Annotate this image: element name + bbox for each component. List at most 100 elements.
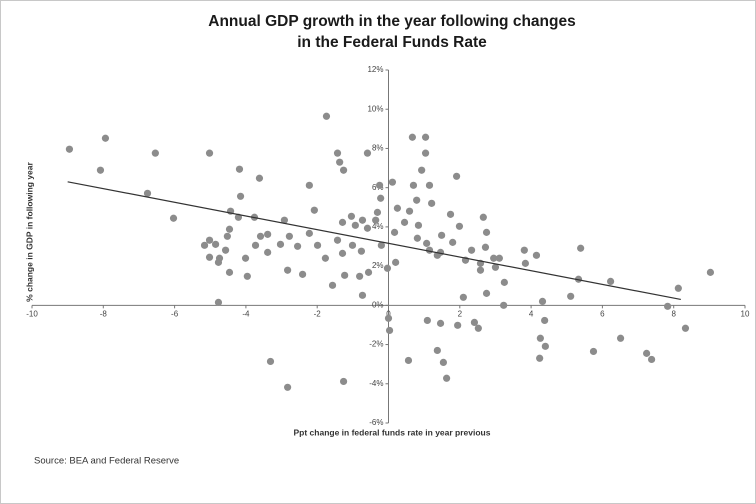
scatter-point: [390, 228, 399, 236]
scatter-point: [351, 221, 359, 229]
scatter-point: [280, 216, 289, 224]
scatter-point: [436, 319, 445, 327]
scatter-point: [321, 254, 329, 262]
scatter-point: [143, 189, 152, 197]
y-tick-label: -6%: [369, 418, 383, 427]
scatter-point: [647, 355, 656, 364]
scatter-point: [500, 278, 508, 286]
scatter-point: [674, 284, 682, 292]
scatter-point: [521, 259, 529, 267]
x-tick-label: -4: [242, 309, 250, 318]
scatter-point: [404, 356, 413, 365]
scatter-point: [264, 248, 272, 256]
scatter-point: [101, 134, 110, 142]
scatter-point: [221, 246, 230, 254]
scatter-point: [205, 149, 214, 157]
scatter-point: [413, 196, 421, 204]
scatter-point: [205, 236, 214, 244]
scatter-point: [589, 347, 598, 356]
scatter-point: [223, 232, 231, 240]
scatter-point: [363, 149, 372, 157]
scatter-point: [423, 316, 431, 325]
scatter-point: [418, 166, 426, 174]
scatter-point: [449, 238, 457, 246]
scatter-point: [328, 281, 337, 289]
x-tick-label: 0: [386, 309, 391, 318]
y-axis-label: % change in GDP in following year: [24, 161, 34, 301]
scatter-point: [479, 213, 487, 221]
scatter-point: [439, 358, 448, 367]
scatter-point: [405, 207, 414, 215]
y-tick-label: 2%: [372, 261, 384, 270]
scatter-point: [490, 254, 498, 262]
x-tick-label: -6: [171, 309, 179, 318]
scatter-point: [643, 349, 651, 357]
scatter-point: [358, 216, 367, 224]
scatter-point: [357, 247, 366, 255]
scatter-point: [541, 342, 549, 350]
scatter-point: [151, 149, 159, 157]
scatter-point: [339, 166, 348, 174]
scatter-point: [298, 270, 307, 278]
scatter-point: [348, 241, 357, 249]
chart-title-line: Annual GDP growth in the year following …: [208, 13, 575, 30]
scatter-point: [211, 240, 220, 248]
scatter-point: [421, 149, 430, 157]
source-note: Source: BEA and Federal Reserve: [34, 456, 179, 467]
scatter-point: [336, 158, 344, 166]
scatter-point: [428, 199, 436, 207]
scatter-point: [358, 291, 367, 299]
scatter-point: [481, 243, 490, 251]
scatter-point: [392, 258, 400, 266]
scatter-point: [385, 326, 394, 335]
scatter-point: [443, 374, 451, 382]
y-tick-label: 8%: [372, 144, 384, 153]
scatter-point: [243, 272, 251, 280]
scatter-point: [339, 377, 348, 386]
x-tick-label: 8: [671, 309, 676, 318]
scatter-point: [452, 172, 461, 180]
scatter-point: [214, 258, 223, 266]
x-tick-label: 10: [741, 309, 750, 318]
x-tick-label: -10: [26, 309, 38, 318]
scatter-point: [373, 208, 382, 216]
scatter-point: [706, 268, 715, 276]
scatter-point: [520, 246, 528, 254]
scatter-point: [423, 239, 431, 247]
x-tick-label: -2: [314, 309, 322, 318]
scatter-point: [200, 241, 209, 249]
scatter-point: [393, 204, 402, 212]
scatter-point: [236, 192, 245, 200]
scatter-point: [322, 112, 331, 120]
x-axis-label: Ppt change in federal funds rate in year…: [294, 427, 491, 437]
scatter-point: [467, 246, 476, 254]
scatter-point: [338, 218, 347, 226]
scatter-point: [333, 236, 342, 244]
scatter-point: [606, 277, 615, 286]
scatter-point: [400, 218, 409, 226]
y-tick-label: 4%: [372, 222, 384, 231]
scatter-point: [241, 254, 250, 262]
scatter-point: [256, 232, 265, 240]
scatter-point: [214, 298, 223, 306]
scatter-point: [421, 133, 430, 141]
x-tick-label: 6: [600, 309, 605, 318]
scatter-point: [541, 316, 549, 325]
scatter-point: [65, 145, 74, 153]
scatter-point: [482, 289, 491, 297]
scatter-point: [536, 354, 544, 362]
scatter-point: [305, 181, 313, 189]
y-tick-label: 12%: [367, 65, 383, 74]
y-tick-label: -4%: [369, 379, 383, 388]
scatter-point: [438, 231, 446, 239]
scatter-point: [347, 212, 356, 220]
scatter-point: [266, 357, 275, 366]
scatter-point: [455, 222, 464, 230]
scatter-point: [433, 346, 441, 355]
scatter-point: [459, 293, 467, 301]
scatter-point: [356, 272, 364, 280]
scatter-point: [413, 234, 421, 242]
scatter-point: [388, 178, 397, 186]
